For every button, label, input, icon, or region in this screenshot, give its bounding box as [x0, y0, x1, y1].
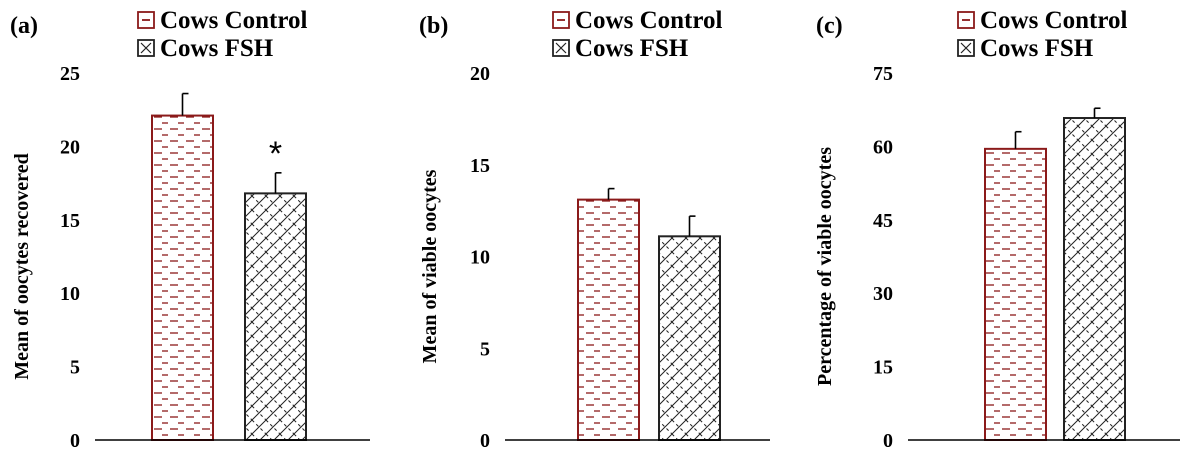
- y-tick-label: 10: [470, 247, 490, 269]
- legend-swatch-dashes: [137, 11, 155, 29]
- bar-dashes: [577, 198, 640, 441]
- legend-entry: Cows Control: [575, 7, 723, 34]
- y-tick-label: 0: [883, 430, 893, 450]
- legend-entry: Cows FSH: [160, 35, 274, 62]
- y-tick-label: 15: [60, 210, 80, 232]
- legend-swatch-crosshatch: [552, 39, 570, 57]
- legend-entry: Cows Control: [160, 7, 308, 34]
- legend-entry: Cows FSH: [980, 35, 1094, 62]
- y-tick-label: 5: [480, 338, 490, 360]
- y-tick-label: 10: [60, 283, 80, 305]
- legend-swatch-crosshatch: [137, 39, 155, 57]
- y-tick-label: 5: [70, 357, 80, 379]
- legend-swatch-crosshatch: [957, 39, 975, 57]
- significance-marker: *: [269, 135, 282, 173]
- y-axis-label: Mean of oocytes recovered: [11, 153, 33, 379]
- panel-label: (a): [10, 13, 38, 39]
- y-tick-label: 60: [873, 136, 893, 158]
- y-tick-label: 75: [873, 63, 893, 85]
- bar-dashes: [984, 147, 1047, 441]
- y-tick-label: 25: [60, 63, 80, 85]
- legend-entry: Cows Control: [980, 7, 1128, 34]
- y-tick-label: 20: [470, 63, 490, 85]
- y-axis-label: Percentage of viable oocytes: [814, 147, 836, 386]
- legend-swatch-cross: [140, 42, 152, 54]
- bar-crosshatch: [658, 235, 721, 441]
- bar-crosshatch: [1063, 117, 1126, 441]
- y-axis-label: Mean of viable oocytes: [419, 169, 441, 363]
- legend-swatch-dashes: [957, 11, 975, 29]
- y-tick-label: 0: [480, 430, 490, 450]
- legend-swatch-cross: [960, 42, 972, 54]
- bar-crosshatch: [244, 192, 307, 441]
- y-tick-label: 30: [873, 283, 893, 305]
- bar-dashes: [151, 114, 214, 442]
- y-tick-label: 15: [470, 155, 490, 177]
- y-tick-label: 15: [873, 357, 893, 379]
- y-tick-label: 0: [70, 430, 80, 450]
- y-tick-label: 45: [873, 210, 893, 232]
- y-tick-label: 20: [60, 136, 80, 158]
- legend-entry: Cows FSH: [575, 35, 689, 62]
- panel-label: (c): [816, 13, 843, 39]
- legend-swatch-dashes: [552, 11, 570, 29]
- legend-swatch-cross: [555, 42, 567, 54]
- panel-label: (b): [419, 13, 448, 39]
